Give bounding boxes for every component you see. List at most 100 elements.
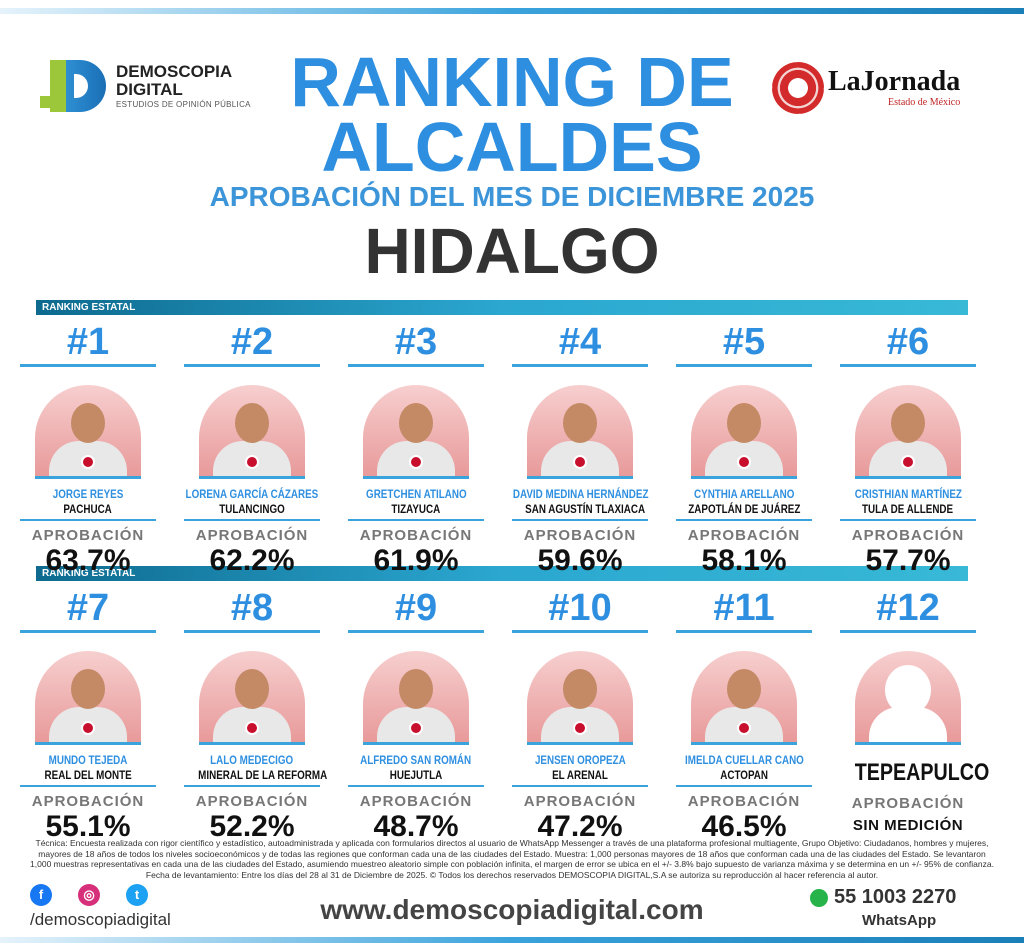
whatsapp-label: WhatsApp — [862, 912, 937, 929]
mayor-card: #1 JORGE REYES PACHUCA APROBACIÓN 63.7% — [6, 322, 170, 577]
section-bar-2: RANKING ESTATAL — [36, 566, 968, 581]
party-badge-icon — [81, 455, 95, 469]
party-badge-icon — [245, 455, 259, 469]
mayor-photo — [527, 651, 633, 745]
top-accent-bar — [0, 8, 1024, 14]
mayor-photo — [363, 385, 469, 479]
mayor-photo — [35, 385, 141, 479]
party-badge-icon — [737, 721, 751, 735]
approval-value: 48.7% — [373, 810, 459, 843]
twitter-icon[interactable]: t — [126, 884, 148, 906]
brand-line1: DEMOSCOPIA — [116, 61, 233, 81]
placeholder-avatar-icon — [855, 651, 961, 745]
mayor-card: #9 ALFREDO SAN ROMÁN HUEJUTLA APROBACIÓN… — [334, 588, 498, 843]
partner-name: LaJornada — [828, 66, 961, 97]
mayor-name: MUNDO TEJEDA — [48, 753, 128, 767]
approval-value: 55.1% — [45, 810, 131, 843]
rank-number: #2 — [184, 322, 320, 367]
rank-number: #3 — [348, 322, 484, 367]
mayor-card: #4 DAVID MEDINA HERNÁNDEZ SAN AGUSTÍN TL… — [498, 322, 662, 577]
party-badge-icon — [737, 455, 751, 469]
municipality: TULA DE ALLENDE — [862, 502, 954, 516]
demoscopia-logo: DEMOSCOPIA DIGITAL ESTUDIOS DE OPINIÓN PÚB… — [40, 58, 251, 114]
approval-label: APROBACIÓN — [359, 527, 473, 544]
approval-label: APROBACIÓN — [359, 793, 473, 810]
mayor-name: LALO MEDECIGO — [210, 753, 294, 767]
mayor-name: GRETCHEN ATILANO — [365, 487, 467, 501]
instagram-icon[interactable]: ◎ — [78, 884, 100, 906]
approval-label: APROBACIÓN — [851, 795, 965, 812]
approval-value: 59.6% — [537, 544, 623, 577]
title-line2: ALCALDES — [321, 108, 703, 186]
approval-value: 62.2% — [209, 544, 295, 577]
rank-number: #12 — [840, 588, 976, 633]
party-badge-icon — [245, 721, 259, 735]
mayor-name: IMELDA CUELLAR CANO — [684, 753, 804, 767]
mayor-card: #6 CRISTHIAN MARTÍNEZ TULA DE ALLENDE AP… — [826, 322, 990, 577]
rank-number: #6 — [840, 322, 976, 367]
municipality: TEPEAPULCO — [854, 759, 990, 786]
approval-value: 58.1% — [701, 544, 787, 577]
party-badge-icon — [409, 455, 423, 469]
approval-label: APROBACIÓN — [687, 793, 801, 810]
la-jornada-logo: LaJornada Estado de México — [772, 62, 960, 114]
mayor-card: #3 GRETCHEN ATILANO TIZAYUCA APROBACIÓN … — [334, 322, 498, 577]
municipality: EL ARENAL — [552, 768, 608, 782]
rank-number: #4 — [512, 322, 648, 367]
mayor-photo — [199, 385, 305, 479]
municipality: HUEJUTLA — [389, 768, 443, 782]
mayor-name: JORGE REYES — [52, 487, 124, 501]
brand-tagline: ESTUDIOS DE OPINIÓN PÚBLICA — [116, 99, 251, 109]
bottom-accent-bar — [0, 937, 1024, 943]
approval-value: 47.2% — [537, 810, 623, 843]
party-badge-icon — [573, 721, 587, 735]
mayor-name: ALFREDO SAN ROMÁN — [360, 753, 472, 767]
approval-value: 46.5% — [701, 810, 787, 843]
sun-icon — [772, 62, 824, 114]
whatsapp-icon — [810, 888, 828, 907]
whatsapp-phone: 55 1003 2270 — [810, 886, 956, 909]
approval-label: APROBACIÓN — [195, 527, 309, 544]
party-badge-icon — [409, 721, 423, 735]
mayor-photo — [527, 385, 633, 479]
municipality: MINERAL DE LA REFORMA — [198, 768, 328, 782]
mayor-card: #10 JENSEN OROPEZA EL ARENAL APROBACIÓN … — [498, 588, 662, 843]
mayor-card: #8 LALO MEDECIGO MINERAL DE LA REFORMA A… — [170, 588, 334, 843]
approval-value: 57.7% — [865, 544, 951, 577]
state-name: HIDALGO — [364, 215, 660, 287]
mayor-photo — [35, 651, 141, 745]
approval-label: APROBACIÓN — [523, 527, 637, 544]
municipality: ZAPOTLÁN DE JUÁREZ — [688, 502, 801, 516]
mayor-photo — [199, 651, 305, 745]
approval-label: APROBACIÓN — [523, 793, 637, 810]
brand-line2: DIGITAL — [116, 79, 183, 99]
municipality: TULANCINGO — [219, 502, 285, 516]
phone-number: 55 1003 2270 — [834, 886, 957, 908]
approval-value: 52.2% — [209, 810, 295, 843]
mayor-name: LORENA GARCÍA CÁZARES — [185, 487, 319, 501]
approval-label: APROBACIÓN — [195, 793, 309, 810]
mayor-name: JENSEN OROPEZA — [534, 753, 626, 767]
mayor-card: #2 LORENA GARCÍA CÁZARES TULANCINGO APRO… — [170, 322, 334, 577]
approval-value: SIN MEDICIÓN — [852, 817, 964, 834]
social-handle: /demoscopiadigital — [30, 910, 171, 929]
rank-number: #5 — [676, 322, 812, 367]
approval-value: 61.9% — [373, 544, 459, 577]
rank-number: #8 — [184, 588, 320, 633]
rank-number: #11 — [676, 588, 812, 633]
approval-value: 63.7% — [45, 544, 131, 577]
methodology-text: Técnica: Encuesta realizada con rigor ci… — [30, 838, 994, 880]
facebook-icon[interactable]: f — [30, 884, 52, 906]
website-link[interactable]: www.demoscopiadigital.com — [320, 894, 704, 925]
mayor-card: #7 MUNDO TEJEDA REAL DEL MONTE APROBACIÓ… — [6, 588, 170, 843]
party-badge-icon — [81, 721, 95, 735]
rank-number: #7 — [20, 588, 156, 633]
municipality: PACHUCA — [63, 502, 113, 516]
municipality: SAN AGUSTÍN TLAXIACA — [525, 502, 646, 516]
mayor-name: CRISTHIAN MARTÍNEZ — [854, 487, 962, 501]
mayor-card: #12 TEPEAPULCO APROBACIÓN SIN MEDICIÓN — [826, 588, 990, 835]
partner-sub: Estado de México — [888, 97, 961, 108]
municipality: TIZAYUCA — [391, 502, 441, 516]
mayor-card: #5 CYNTHIA ARELLANO ZAPOTLÁN DE JUÁREZ A… — [662, 322, 826, 577]
party-badge-icon — [573, 455, 587, 469]
